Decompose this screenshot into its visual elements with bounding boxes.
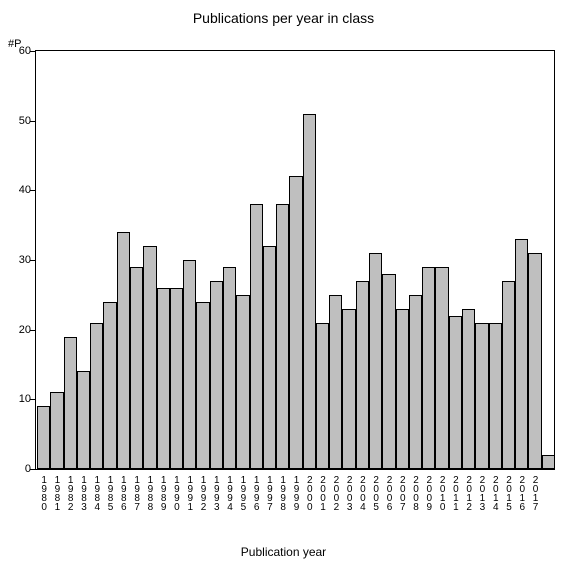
bar <box>382 274 395 469</box>
bar <box>90 323 103 469</box>
x-tick-label: 1998 <box>276 475 288 511</box>
x-tick-label: 1984 <box>90 475 102 511</box>
x-tick-label: 1996 <box>249 475 261 511</box>
y-tick-label: 60 <box>7 45 31 57</box>
bar <box>515 239 528 469</box>
bar <box>236 295 249 469</box>
bar <box>50 392 63 469</box>
x-tick-label: 1991 <box>183 475 195 511</box>
bar <box>502 281 515 469</box>
bar <box>263 246 276 469</box>
bar <box>157 288 170 469</box>
bar <box>462 309 475 469</box>
bar <box>542 455 555 469</box>
x-tick-label: 1988 <box>143 475 155 511</box>
x-tick-label: 1981 <box>50 475 62 511</box>
x-tick-label: 2006 <box>382 475 394 511</box>
bar <box>117 232 130 469</box>
bar <box>435 267 448 469</box>
x-tick-label: 1990 <box>169 475 181 511</box>
x-tick-label: 1997 <box>262 475 274 511</box>
bar <box>196 302 209 469</box>
bar <box>103 302 116 469</box>
y-tick-label: 30 <box>7 254 31 266</box>
x-tick-label: 1999 <box>289 475 301 511</box>
x-tick-label: 1980 <box>37 475 49 511</box>
x-tick-label: 2012 <box>462 475 474 511</box>
x-tick-label: 2008 <box>409 475 421 511</box>
x-tick-label: 2015 <box>502 475 514 511</box>
x-tick-label: 2009 <box>422 475 434 511</box>
bar <box>422 267 435 469</box>
bar <box>528 253 541 469</box>
x-tick-label: 2000 <box>302 475 314 511</box>
x-tick-label: 1982 <box>63 475 75 511</box>
y-tick-label: 40 <box>7 184 31 196</box>
x-tick-label: 2017 <box>528 475 540 511</box>
plot-area <box>35 50 555 470</box>
bar <box>210 281 223 469</box>
bar <box>342 309 355 469</box>
x-tick-label: 2010 <box>435 475 447 511</box>
bar <box>316 323 329 469</box>
bar <box>276 204 289 469</box>
y-tick-label: 10 <box>7 393 31 405</box>
chart-title: Publications per year in class <box>0 10 567 26</box>
bar <box>250 204 263 469</box>
bar <box>356 281 369 469</box>
bar <box>475 323 488 469</box>
x-tick-label: 2002 <box>329 475 341 511</box>
x-tick-label: 1994 <box>223 475 235 511</box>
x-tick-label: 2003 <box>342 475 354 511</box>
bar <box>130 267 143 469</box>
x-tick-label: 1986 <box>116 475 128 511</box>
bar <box>289 176 302 469</box>
x-tick-label: 1995 <box>236 475 248 511</box>
bar <box>329 295 342 469</box>
bar <box>37 406 50 469</box>
x-tick-label: 2005 <box>369 475 381 511</box>
x-tick-label: 2007 <box>395 475 407 511</box>
x-tick-label: 1985 <box>103 475 115 511</box>
y-tick-label: 50 <box>7 115 31 127</box>
bar <box>409 295 422 469</box>
bar <box>369 253 382 469</box>
bar <box>303 114 316 469</box>
x-tick-label: 2013 <box>475 475 487 511</box>
bar <box>64 337 77 469</box>
bar <box>396 309 409 469</box>
x-tick-label: 2004 <box>355 475 367 511</box>
x-tick-label: 2016 <box>515 475 527 511</box>
bar <box>223 267 236 469</box>
x-tick-label: 1987 <box>130 475 142 511</box>
x-tick-label: 2011 <box>448 475 460 511</box>
bar <box>183 260 196 469</box>
bar <box>449 316 462 469</box>
x-tick-label: 1993 <box>209 475 221 511</box>
bars-group <box>36 51 554 469</box>
y-tick-label: 0 <box>7 463 31 475</box>
bar <box>143 246 156 469</box>
x-tick-label: 2001 <box>316 475 328 511</box>
chart-container: Publications per year in class #P 010203… <box>0 0 567 567</box>
bar <box>77 371 90 469</box>
y-tick-label: 20 <box>7 324 31 336</box>
x-tick-label: 2014 <box>488 475 500 511</box>
x-tick-label: 1992 <box>196 475 208 511</box>
x-tick-label: 1983 <box>76 475 88 511</box>
bar <box>170 288 183 469</box>
bar <box>489 323 502 469</box>
x-axis-label: Publication year <box>0 545 567 559</box>
x-tick-label: 1989 <box>156 475 168 511</box>
